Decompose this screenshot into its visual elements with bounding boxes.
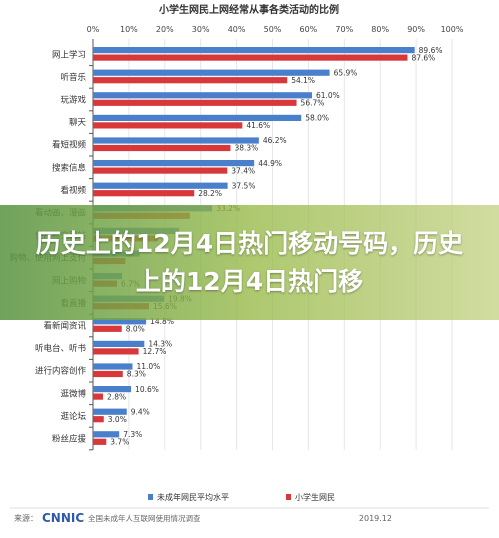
category-label: 看短视频 <box>52 140 87 151</box>
category-label: 网上学习 <box>52 49 86 60</box>
data-label: 58.0% <box>305 114 329 123</box>
data-label: 61.0% <box>316 91 340 100</box>
bar-minor-average <box>93 363 133 370</box>
data-label: 8.0% <box>126 325 145 334</box>
bar-primary-student <box>93 370 123 378</box>
data-label: 14.3% <box>148 340 172 349</box>
chart-title: 小学生网民上网经常从事各类活动的比例 <box>158 3 339 16</box>
data-label: 9.4% <box>131 407 150 416</box>
bar-minor-average <box>93 318 147 325</box>
bar-primary-student <box>93 190 195 197</box>
x-tick-label: 50% <box>264 25 282 34</box>
category-label: 听电台、听书 <box>35 343 87 354</box>
source-label: 来源： <box>14 514 38 523</box>
x-tick-label: 70% <box>335 25 353 34</box>
data-label: 10.6% <box>135 385 159 394</box>
category-label: 聊天 <box>69 117 87 128</box>
legend-swatch <box>148 494 153 500</box>
bar-primary-student <box>93 348 139 355</box>
legend-label: 未成年网民平均水平 <box>157 492 229 502</box>
bar-primary-student <box>93 438 107 445</box>
category-label: 听音乐 <box>60 72 86 83</box>
bar-minor-average <box>93 92 312 99</box>
data-label: 41.6% <box>246 121 270 130</box>
bar-primary-student <box>93 416 104 423</box>
data-label: 3.7% <box>110 438 129 447</box>
data-label: 54.1% <box>291 76 315 85</box>
data-label: 46.2% <box>263 136 287 145</box>
data-label: 56.7% <box>301 99 325 108</box>
data-label: 38.3% <box>234 144 258 153</box>
data-label: 11.0% <box>136 362 160 371</box>
article-banner[interactable]: 历史上的12月4日热门移动号码，历史上的12月4日热门移 <box>0 205 499 320</box>
date-label: 2019.12 <box>359 514 392 523</box>
x-tick-label: 10% <box>120 25 138 34</box>
category-label: 搜索信息 <box>52 162 87 173</box>
data-label: 8.3% <box>127 370 146 379</box>
category-label: 玩游戏 <box>60 95 86 106</box>
category-label: 看视频 <box>60 185 86 196</box>
data-label: 44.9% <box>258 159 282 168</box>
bar-minor-average <box>93 47 415 54</box>
bar-minor-average <box>93 408 127 415</box>
legend-swatch <box>286 494 291 500</box>
data-label: 65.9% <box>334 68 358 77</box>
bar-minor-average <box>93 182 228 189</box>
bar-minor-average <box>93 386 132 393</box>
category-label: 粉丝应援 <box>52 434 87 445</box>
cnnic-logo: CNNIC <box>42 511 84 525</box>
bar-primary-student <box>93 122 243 129</box>
category-label: 逛论坛 <box>60 411 86 422</box>
bar-primary-student <box>93 144 231 152</box>
data-label: 28.2% <box>198 189 222 198</box>
bar-primary-student <box>93 99 297 106</box>
x-tick-label: 20% <box>156 25 174 34</box>
data-label: 89.6% <box>419 46 443 55</box>
category-label: 进行内容创作 <box>35 366 87 377</box>
legend-label: 小学生网民 <box>295 492 335 502</box>
data-label: 2.8% <box>107 392 126 401</box>
bar-primary-student <box>93 167 228 174</box>
data-label: 87.6% <box>411 53 435 62</box>
x-tick-label: 40% <box>228 25 246 34</box>
bar-minor-average <box>93 69 330 76</box>
data-label: 3.0% <box>108 415 127 424</box>
data-label: 14.8% <box>150 317 174 326</box>
data-label: 12.7% <box>143 347 167 356</box>
bar-primary-student <box>93 54 408 61</box>
x-tick-label: 0% <box>87 25 100 34</box>
data-label: 37.4% <box>231 166 255 175</box>
bar-minor-average <box>93 160 255 167</box>
data-label: 7.3% <box>123 430 142 439</box>
x-tick-label: 60% <box>300 25 318 34</box>
x-tick-label: 80% <box>371 25 389 34</box>
x-tick-label: 100% <box>441 25 464 34</box>
bar-primary-student <box>93 393 104 400</box>
bar-minor-average <box>93 137 259 144</box>
bar-minor-average <box>93 114 302 121</box>
footnote: 全国未成年人互联网使用情况调查 <box>88 513 201 523</box>
bar-minor-average <box>93 431 120 438</box>
data-label: 37.5% <box>232 181 256 190</box>
category-label: 看新闻资讯 <box>43 321 86 332</box>
category-label: 逛微博 <box>60 388 86 399</box>
banner-text: 历史上的12月4日热门移动号码，历史上的12月4日热门移 <box>35 228 464 296</box>
x-tick-label: 30% <box>192 25 210 34</box>
bar-minor-average <box>93 340 145 347</box>
bar-primary-student <box>93 77 288 84</box>
bar-primary-student <box>93 325 122 332</box>
x-tick-label: 90% <box>407 25 425 34</box>
